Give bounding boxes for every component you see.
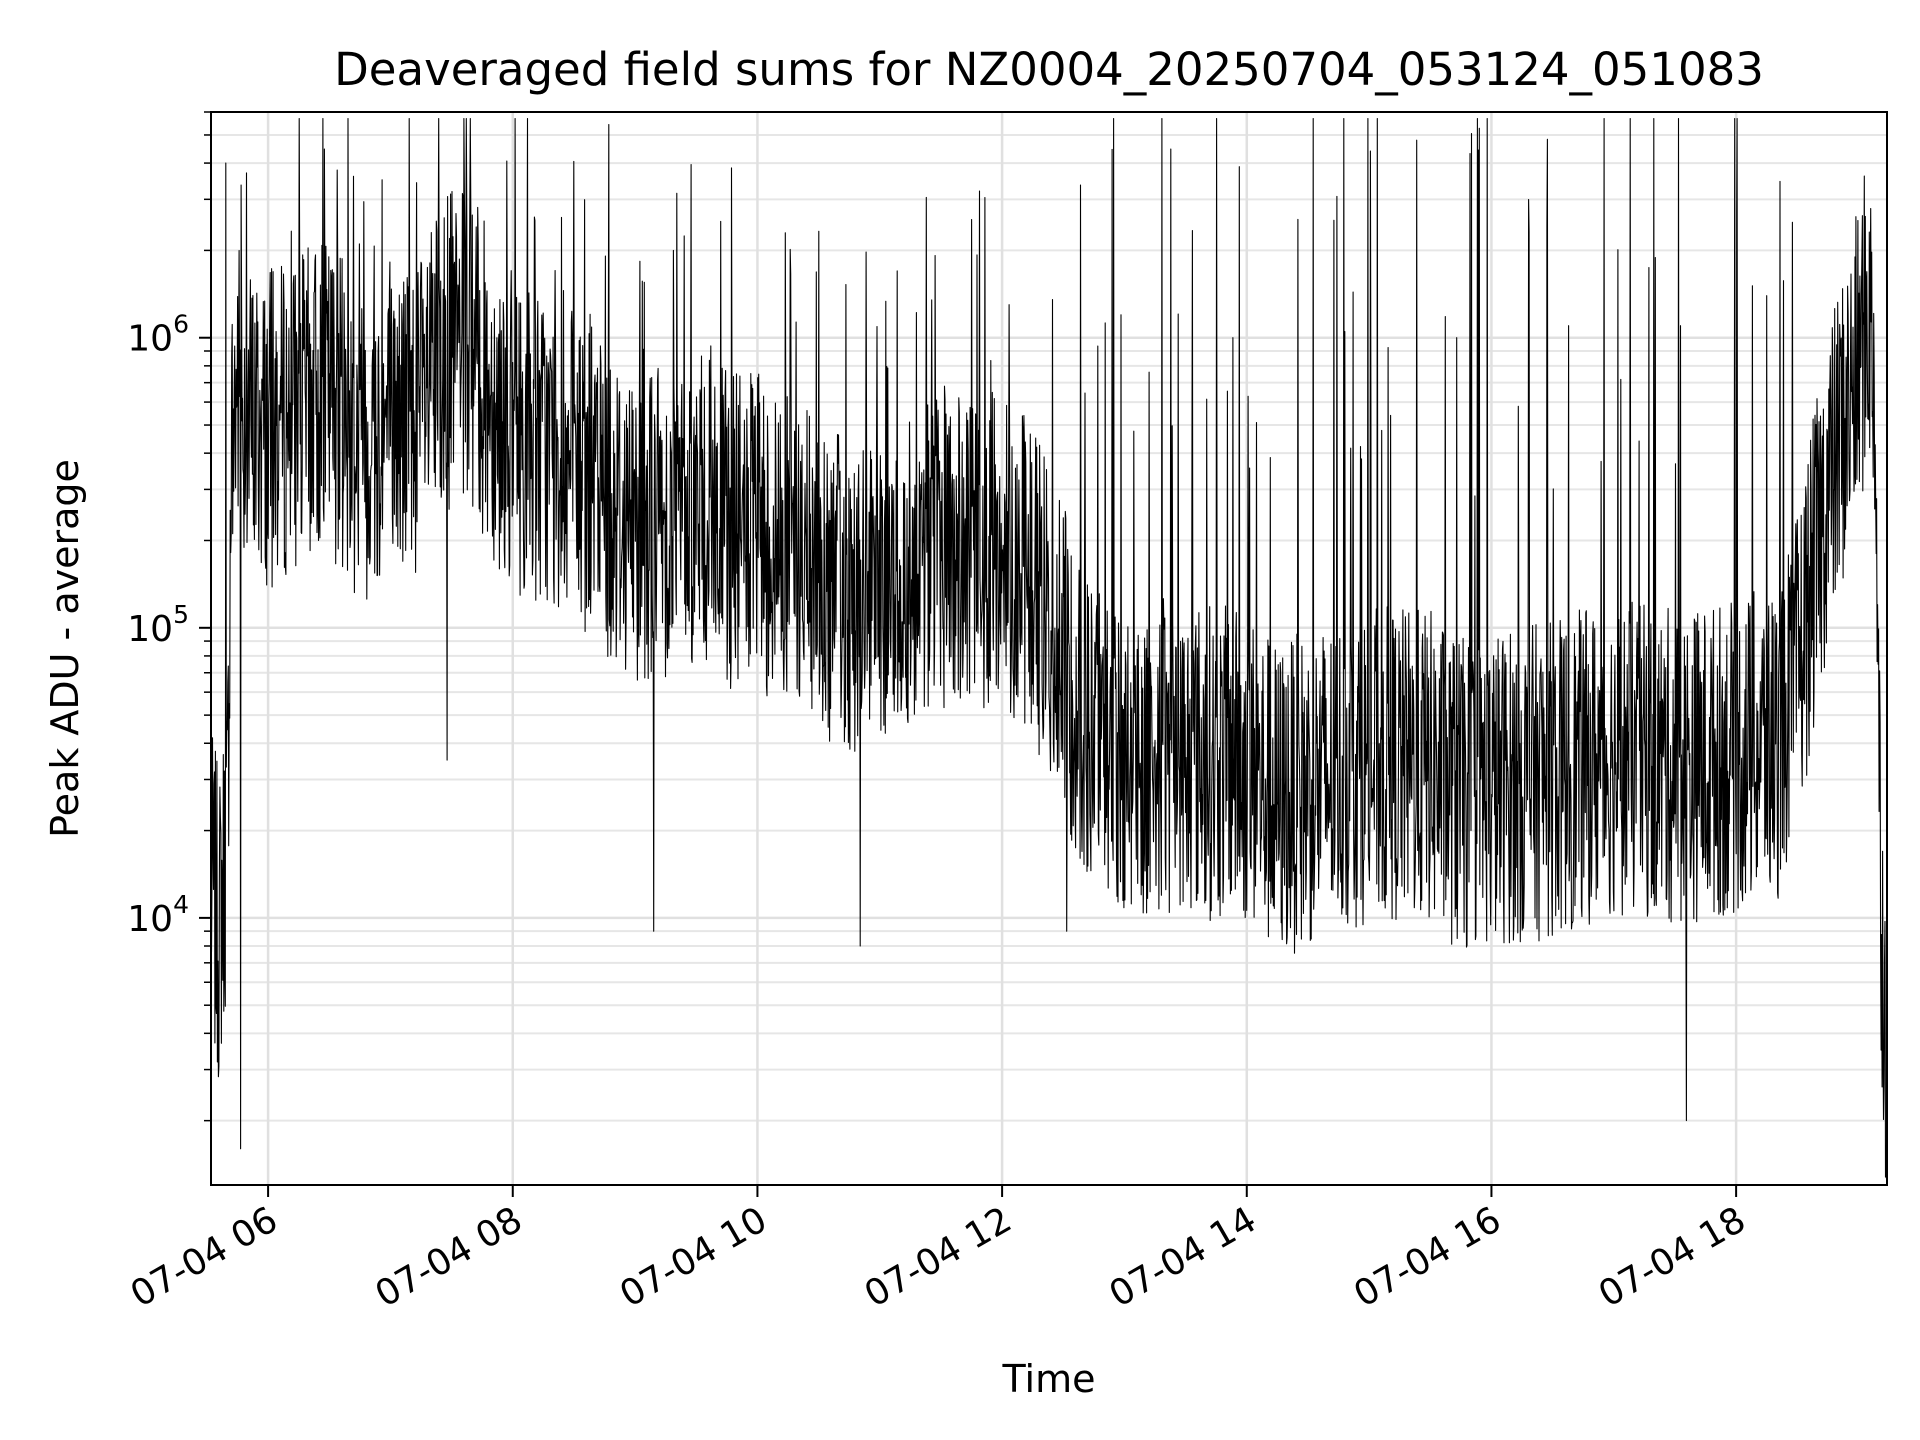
series-0 [211, 117, 1887, 1180]
y-tick-label: 106 [127, 310, 189, 360]
series-line [211, 117, 1887, 1180]
y-tick-label: 104 [127, 890, 189, 940]
chart-title: Deaveraged field sums for NZ0004_2025070… [334, 43, 1764, 96]
x-axis-label: Time [1002, 1357, 1096, 1401]
y-axis: 104 105 106 [127, 310, 211, 940]
y-axis-label: Peak ADU - average [43, 459, 87, 838]
y-tick-label: 105 [127, 600, 189, 650]
plot-area-frame [210, 111, 1888, 1186]
